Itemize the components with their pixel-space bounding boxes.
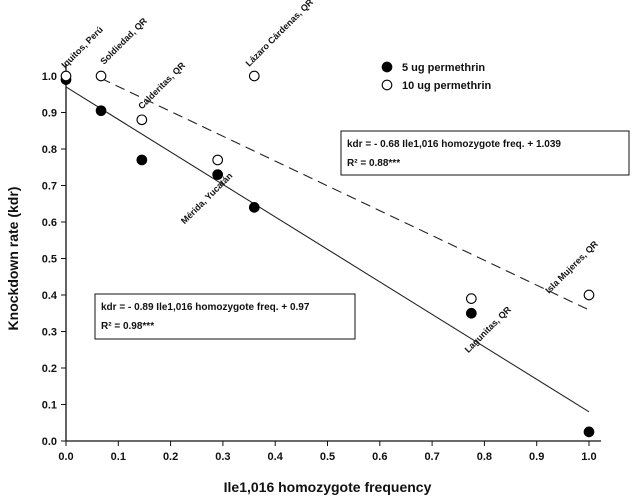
- y-tick-label: 0.3: [42, 327, 57, 339]
- equation-line: kdr = - 0.68 Ile1,016 homozygote freq. +…: [347, 139, 561, 150]
- site-label: Lázaro Cárdenas, QR: [244, 0, 316, 68]
- data-point-10ug: [583, 289, 595, 301]
- data-point-5ug: [136, 154, 148, 166]
- site-label: Soldiedad, QR: [98, 15, 149, 66]
- data-point-5ug: [583, 426, 595, 438]
- equation-line: kdr = - 0.89 Ile1,016 homozygote freq. +…: [101, 302, 310, 313]
- regression-line-10ug: [100, 77, 590, 311]
- x-tick-label: 0.8: [477, 451, 492, 463]
- legend-label: 10 ug permethrin: [402, 80, 492, 92]
- x-tick-label: 0.9: [529, 451, 544, 463]
- data-point-10ug: [465, 293, 477, 305]
- x-tick-label: 0.4: [268, 451, 284, 463]
- y-axis-title: Knockdown rate (kdr): [5, 187, 21, 331]
- y-tick-label: 0.7: [42, 181, 57, 193]
- legend-label: 5 ug permethrin: [402, 62, 485, 74]
- y-tick-label: 0.8: [42, 144, 57, 156]
- x-tick-label: 0.6: [372, 451, 387, 463]
- y-tick-label: 1.0: [42, 71, 57, 83]
- y-tick-label: 0.4: [42, 290, 58, 302]
- y-tick-label: 0.1: [42, 400, 57, 412]
- y-tick-label: 0.5: [42, 254, 57, 266]
- equation-box: [340, 130, 630, 176]
- data-point-5ug: [95, 105, 107, 117]
- equation-box: [94, 293, 356, 340]
- y-tick-label: 0.0: [42, 436, 57, 448]
- x-tick-label: 0.7: [424, 451, 439, 463]
- legend-marker-5ug: [381, 61, 393, 73]
- x-tick-label: 0.1: [111, 451, 126, 463]
- x-tick-label: 0.2: [163, 451, 178, 463]
- site-label: Calderitas, QR: [136, 60, 187, 111]
- data-point-10ug: [212, 154, 224, 166]
- x-tick-label: 0.5: [320, 451, 335, 463]
- y-tick-label: 0.6: [42, 217, 57, 229]
- site-label: Iquitos, Perú: [59, 24, 105, 70]
- y-tick-label: 0.9: [42, 108, 57, 120]
- site-label: Mérida, Yucatán: [179, 171, 234, 226]
- legend-marker-10ug: [381, 79, 393, 91]
- data-point-10ug: [248, 70, 260, 82]
- y-tick-label: 0.2: [42, 363, 57, 375]
- x-tick-label: 0.3: [215, 451, 230, 463]
- x-axis-title: Ile1,016 homozygote frequency: [224, 479, 432, 495]
- site-label: Isla Mujeres, QR: [543, 238, 600, 295]
- data-point-5ug: [465, 307, 477, 319]
- data-point-10ug: [60, 70, 72, 82]
- data-point-5ug: [248, 202, 260, 213]
- r-squared-label: R² = 0.88***: [347, 158, 400, 169]
- x-tick-label: 0.0: [58, 451, 73, 463]
- regression-line-5ug: [65, 86, 590, 413]
- r-squared-label: R² = 0.98***: [101, 321, 154, 332]
- data-point-10ug: [136, 114, 148, 126]
- data-point-10ug: [95, 70, 107, 82]
- x-tick-label: 1.0: [581, 451, 596, 463]
- data-point-5ug: [212, 169, 224, 180]
